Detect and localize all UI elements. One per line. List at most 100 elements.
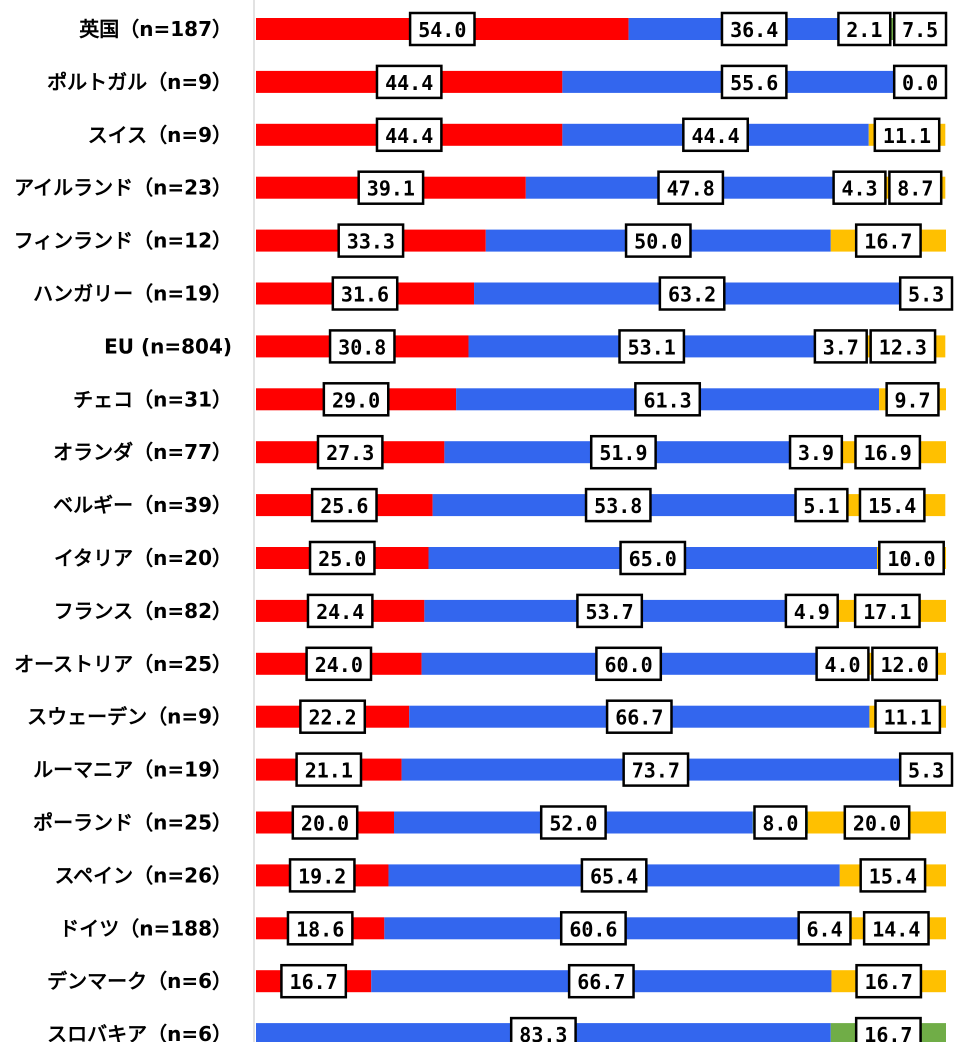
data-label-box (299, 699, 367, 734)
data-label: 6.4 (806, 917, 842, 941)
data-label: 44.4 (385, 71, 433, 95)
category-label: チェコ（n=31） (73, 387, 232, 411)
data-label-box (567, 963, 635, 999)
data-label: 16.7 (864, 230, 912, 254)
data-label: 4.0 (824, 653, 860, 677)
data-label-box (657, 170, 725, 205)
category-label: ドイツ（n=188） (59, 916, 232, 940)
data-label: 0.0 (902, 71, 938, 95)
data-label: 65.4 (590, 864, 638, 888)
data-label: 16.9 (864, 441, 912, 465)
data-label-box (898, 276, 954, 311)
data-label: 7.5 (902, 18, 938, 42)
data-label: 50.0 (634, 230, 682, 254)
data-label-box (797, 911, 852, 946)
data-label: 20.0 (853, 812, 901, 836)
data-label: 52.0 (549, 812, 597, 836)
data-label-box (634, 382, 702, 417)
category-label: ベルギー（n=39） (53, 493, 232, 517)
data-label-box (306, 593, 374, 629)
data-label-box (813, 329, 868, 364)
category-label: ポーランド（n=25） (33, 811, 232, 835)
data-label: 4.3 (841, 177, 877, 201)
data-label-box (595, 646, 663, 682)
data-label: 19.2 (298, 864, 346, 888)
data-label-box (622, 752, 690, 787)
data-label: 47.8 (667, 177, 715, 201)
category-label: オーストリア（n=25） (14, 652, 232, 676)
category-label: 英国（n=187） (79, 17, 232, 41)
data-label-box (605, 699, 673, 734)
data-label-box (286, 911, 354, 946)
category-label: スペイン（n=26） (55, 863, 232, 887)
data-label: 66.7 (615, 706, 663, 730)
data-label-box (837, 11, 892, 47)
data-label: 36.4 (730, 18, 778, 42)
data-label: 24.0 (315, 653, 363, 677)
data-label-box (682, 117, 749, 153)
category-label: アイルランド（n=23） (14, 176, 232, 200)
data-label-box (873, 117, 941, 153)
data-label-box (788, 434, 844, 470)
data-label-box (539, 805, 607, 840)
data-label-box (898, 752, 954, 787)
data-label: 24.4 (316, 600, 364, 624)
data-label: 53.8 (594, 494, 642, 518)
data-label: 54.0 (418, 18, 466, 42)
data-label-box (375, 64, 443, 100)
category-label: オランダ（n=77） (53, 440, 232, 464)
data-label-box (408, 11, 476, 47)
data-label-box (892, 11, 948, 47)
data-label: 44.4 (691, 124, 739, 148)
data-label-box (869, 329, 937, 364)
data-label-box (375, 117, 443, 153)
data-label-box (295, 752, 363, 787)
data-label: 39.1 (367, 177, 415, 201)
data-label-box (853, 593, 921, 629)
data-label: 60.0 (605, 653, 653, 677)
data-label: 60.6 (569, 917, 617, 941)
data-label-box (874, 699, 942, 734)
data-label-box (584, 487, 652, 523)
data-label: 12.0 (881, 653, 929, 677)
data-label-box (328, 329, 396, 364)
data-label: 53.1 (628, 335, 676, 359)
data-label-box (559, 911, 627, 946)
data-label: 8.0 (762, 812, 798, 836)
data-label-box (832, 170, 887, 205)
data-label: 16.7 (865, 970, 913, 994)
data-label-box (720, 11, 788, 47)
data-label-box (331, 276, 399, 311)
data-label-box (308, 540, 376, 576)
data-label-box (658, 276, 726, 311)
data-label: 16.7 (290, 970, 338, 994)
category-label: フランス（n=82） (54, 599, 232, 623)
data-label-box (794, 487, 849, 523)
category-label: ポルトガル（n=9） (47, 70, 232, 94)
data-label-box (337, 223, 405, 258)
data-label-box (871, 646, 939, 682)
data-label: 20.0 (301, 812, 349, 836)
category-label: ルーマニア（n=19） (33, 758, 232, 782)
data-label: 25.0 (318, 547, 366, 571)
data-label-box (589, 434, 657, 470)
data-label: 29.0 (332, 388, 380, 412)
data-label: 11.1 (884, 706, 932, 730)
data-label: 61.3 (644, 388, 692, 412)
category-label: スロバキア（n=6） (47, 1022, 232, 1042)
data-label: 66.7 (577, 970, 625, 994)
data-label-box (854, 1016, 922, 1042)
data-label-box (878, 540, 945, 576)
data-label: 14.4 (872, 917, 920, 941)
data-labels: 54.0 36.4 2.1 7.5 44.4 55.6 0.0 44.4 44.4 11.1 39.… (280, 11, 954, 1042)
data-label: 17.1 (863, 600, 911, 624)
data-label-box (322, 382, 390, 417)
data-label-box (291, 805, 359, 840)
data-label: 63.2 (668, 283, 716, 307)
category-label: デンマーク（n=6） (47, 969, 232, 993)
data-label-box (885, 382, 940, 417)
data-label: 55.6 (730, 71, 778, 95)
data-label-box (288, 858, 356, 893)
data-label-box (624, 223, 692, 258)
